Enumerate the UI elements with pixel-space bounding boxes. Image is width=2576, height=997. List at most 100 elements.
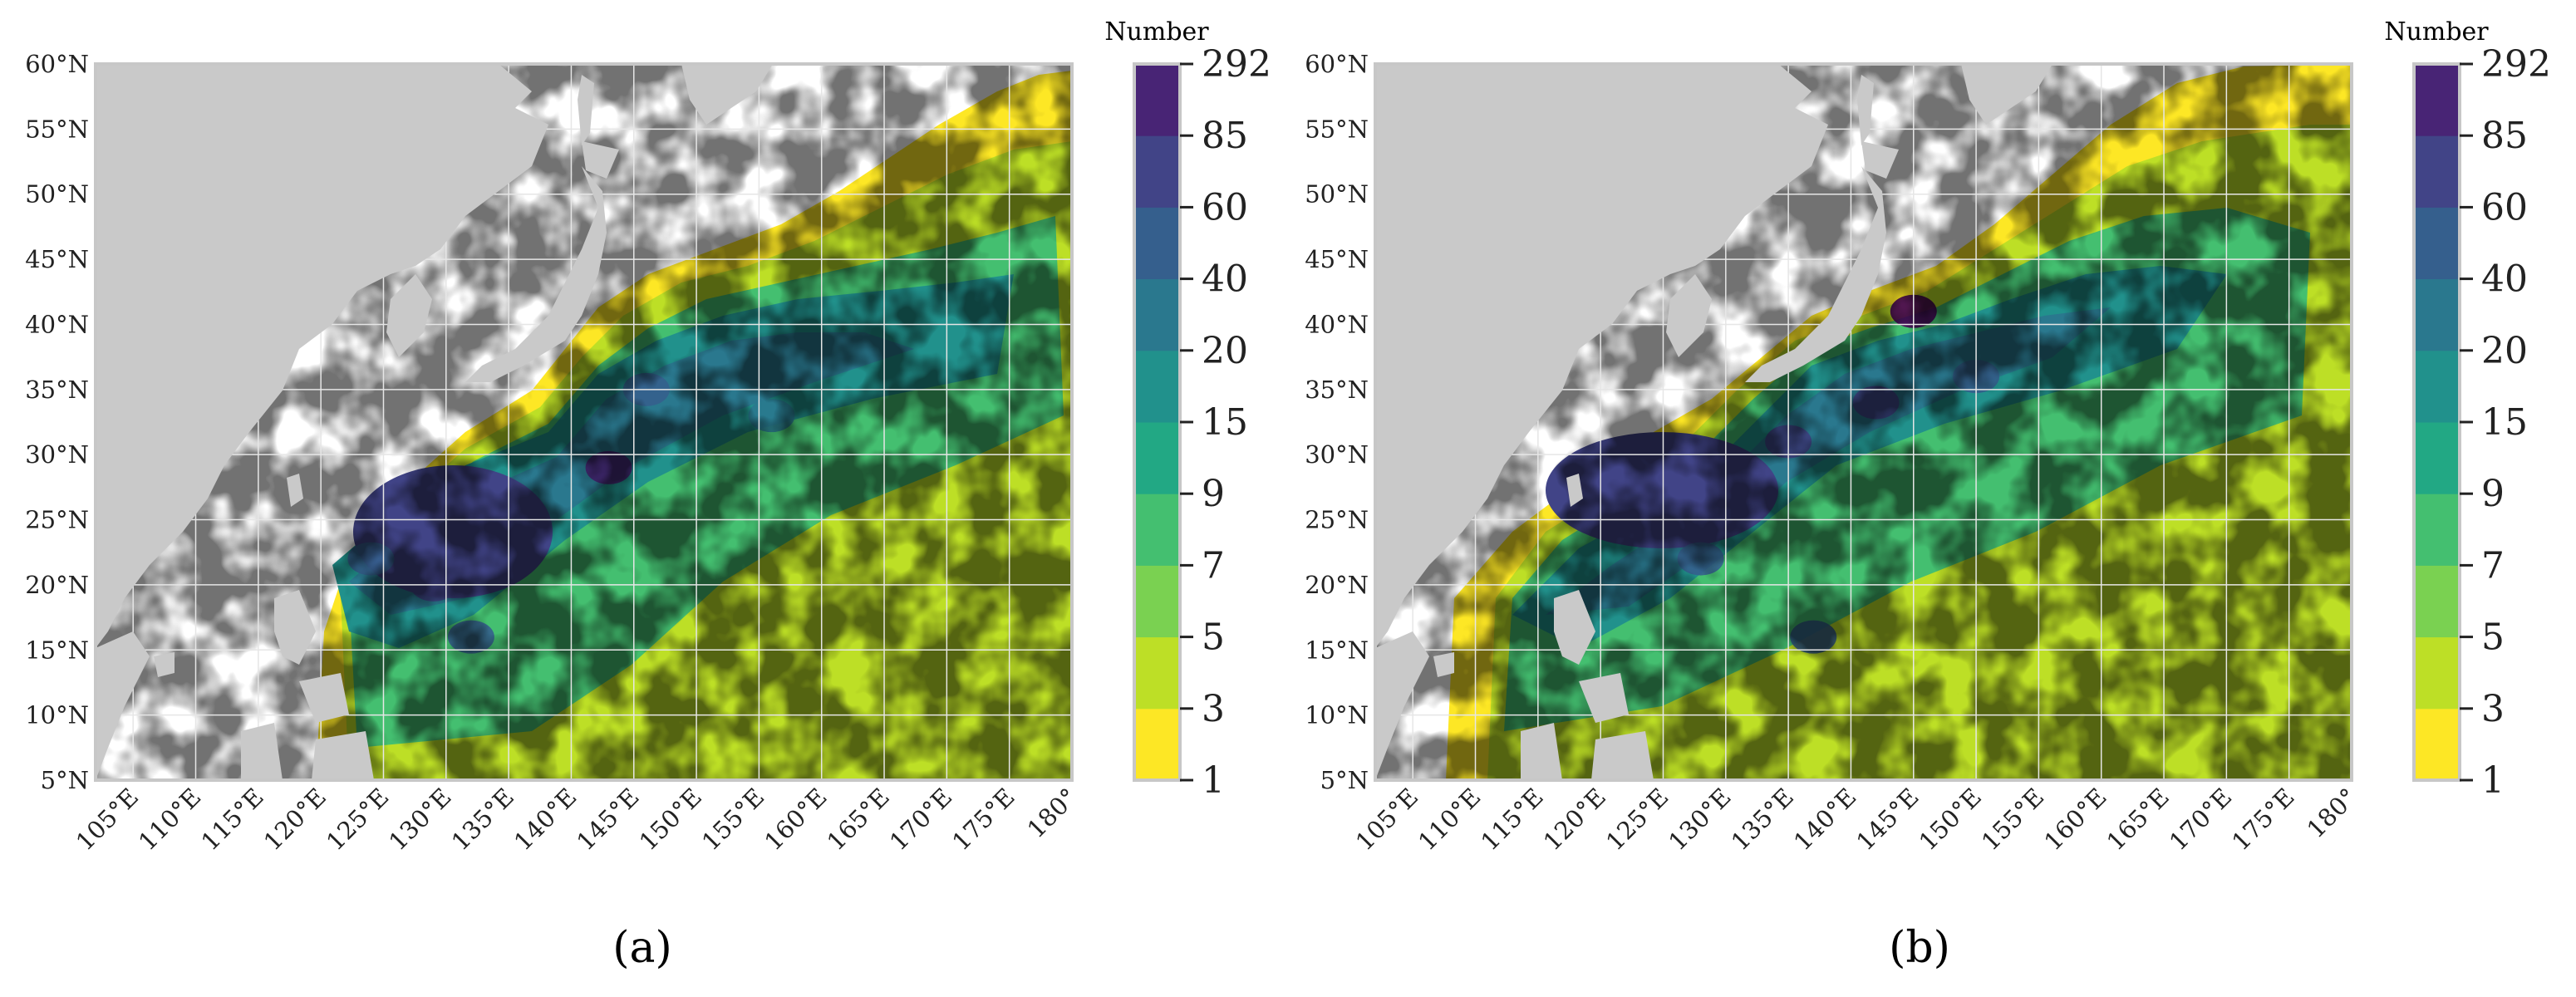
colorbar-segment-1-3 — [2414, 494, 2460, 566]
indochina-a — [96, 631, 150, 780]
hainan-b — [1433, 652, 1454, 677]
kamchatka-b — [1961, 64, 2052, 125]
y-tick-label-b-2: 15°N — [1305, 636, 1369, 664]
colorbar-segment-0-5 — [1134, 350, 1180, 423]
luzon-a — [274, 590, 316, 665]
y-tick-label-a-3: 20°N — [25, 571, 89, 599]
y-tick-label-a-0: 5°N — [41, 766, 89, 794]
borneo-a — [241, 723, 283, 780]
y-tick-label-b-6: 35°N — [1305, 376, 1369, 404]
colorbar-tick-label-0-5: 15 — [1202, 401, 1248, 444]
x-tick-label-a-11: 160°E — [759, 783, 832, 856]
colorbar-tick-label-0-8: 60 — [1202, 186, 1248, 228]
colorbar-segment-0-3 — [1134, 494, 1180, 566]
colorbar-title-b: Number — [2384, 17, 2489, 47]
colorbar-segment-0-6 — [1134, 278, 1180, 351]
y-tick-label-a-6: 35°N — [25, 376, 89, 404]
y-tick-label-a-11: 60°N — [25, 50, 89, 78]
sakhalin-b — [1857, 75, 1874, 145]
y-tick-label-a-5: 30°N — [25, 440, 89, 469]
colorbar-tick-label-1-8: 60 — [2481, 186, 2528, 228]
colorbar-segment-1-6 — [2414, 278, 2460, 351]
x-tick-label-a-9: 150°E — [634, 783, 707, 856]
japan-main-a — [465, 166, 607, 382]
y-tick-label-a-7: 40°N — [25, 310, 89, 338]
y-tick-label-a-10: 55°N — [25, 115, 89, 143]
x-tick-label-a-14: 175°E — [946, 783, 1020, 856]
kamchatka-a — [681, 64, 773, 125]
colorbar-segment-1-5 — [2414, 350, 2460, 423]
land-a — [96, 64, 773, 780]
luzon-b — [1554, 590, 1595, 665]
x-tick-label-b-6: 135°E — [1726, 783, 1799, 856]
colorbar-tick-label-0-6: 20 — [1202, 330, 1248, 372]
colorbar-tick-label-1-3: 7 — [2481, 544, 2505, 587]
x-tick-label-a-2: 115°E — [195, 783, 268, 856]
x-tick-label-a-3: 120°E — [258, 783, 332, 856]
x-tick-label-b-4: 125°E — [1600, 783, 1674, 856]
y-tick-label-a-2: 15°N — [25, 636, 89, 664]
y-tick-label-b-5: 30°N — [1305, 440, 1369, 469]
y-tick-label-b-10: 55°N — [1305, 115, 1369, 143]
visayas-b — [1579, 673, 1629, 723]
colorbar-segment-1-4 — [2414, 422, 2460, 494]
colorbar-tick-label-0-4: 9 — [1202, 473, 1225, 515]
panel-label-a: (a) — [612, 923, 672, 973]
colorbar-tick-label-0-0: 1 — [1202, 759, 1225, 802]
colorbar-segment-1-7 — [2414, 207, 2460, 280]
colorbar-segment-0-9 — [1134, 64, 1180, 136]
map-frame-a — [94, 62, 1074, 782]
x-tick-label-a-7: 140°E — [509, 783, 582, 856]
colorbar-segment-1-0 — [2414, 708, 2460, 781]
colorbar-tick-label-0-2: 5 — [1202, 616, 1225, 659]
colorbar-a: Number 1 3 5 7 9 15 20 40 60 85 292 — [1104, 17, 1271, 802]
y-tick-label-b-8: 45°N — [1305, 245, 1369, 273]
x-tick-label-b-10: 155°E — [1976, 783, 2049, 856]
map-panel-b: 5°N 10°N 15°N 20°N 25°N 30°N 35°N 40°N 45°N 50°N 5… — [1305, 50, 2362, 973]
korea-b — [1666, 274, 1712, 357]
colorbar-segment-0-1 — [1134, 636, 1180, 710]
colorbar-tick-label-1-7: 40 — [2481, 258, 2528, 301]
colorbar-tick-label-1-5: 15 — [2481, 401, 2528, 444]
x-axis-b: 105°E110°E115°E120°E125°E130°E135°E140°E… — [1350, 783, 2362, 856]
y-tick-label-a-1: 10°N — [25, 701, 89, 729]
x-tick-label-a-5: 130°E — [383, 783, 456, 856]
colorbar-segment-1-9 — [2414, 64, 2460, 136]
colorbar-tick-label-1-0: 1 — [2481, 759, 2505, 802]
asia-mainland-b — [1375, 64, 1828, 648]
colorbar-tick-label-1-9: 85 — [2481, 115, 2528, 157]
x-tick-label-b-7: 140°E — [1788, 783, 1861, 856]
x-tick-label-b-9: 150°E — [1914, 783, 1987, 856]
colorbar-segment-0-0 — [1134, 708, 1180, 781]
colorbar-segment-0-8 — [1134, 135, 1180, 208]
colorbar-tick-label-1-4: 9 — [2481, 473, 2505, 515]
x-tick-label-b-5: 130°E — [1663, 783, 1736, 856]
colorbar-title-a: Number — [1104, 17, 1209, 47]
x-tick-label-b-3: 120°E — [1538, 783, 1611, 856]
x-tick-label-b-15: 180° — [2302, 783, 2362, 843]
x-tick-label-b-13: 170°E — [2164, 783, 2237, 856]
hokkaido-a — [582, 141, 619, 179]
korea-a — [386, 274, 432, 357]
colorbar-b: Number 1 3 5 7 9 15 20 40 60 85 292 — [2384, 17, 2551, 802]
mindanao-b — [1591, 731, 1654, 780]
map-panel-a: 5°N 10°N 15°N 20°N 25°N 30°N 35°N 40°N 45°N 50°N 5… — [25, 50, 1083, 973]
y-tick-label-b-4: 25°N — [1305, 506, 1369, 534]
x-tick-label-b-14: 175°E — [2226, 783, 2299, 856]
colorbar-tick-label-0-3: 7 — [1202, 544, 1225, 587]
x-tick-label-a-8: 145°E — [571, 783, 644, 856]
land-b — [1375, 64, 2052, 780]
x-tick-label-a-10: 155°E — [696, 783, 769, 856]
y-tick-label-b-9: 50°N — [1305, 180, 1369, 209]
colorbar-tick-label-1-1: 3 — [2481, 688, 2505, 730]
indochina-b — [1375, 631, 1429, 780]
y-axis-a: 5°N 10°N 15°N 20°N 25°N 30°N 35°N 40°N 45°N 50°N 5… — [25, 50, 89, 794]
colorbar-segment-1-2 — [2414, 565, 2460, 638]
taiwan-b — [1566, 474, 1583, 507]
colorbar-segment-1-8 — [2414, 135, 2460, 208]
borneo-b — [1521, 723, 1562, 780]
hainan-a — [154, 652, 175, 677]
colorbar-tick-label-0-9: 85 — [1202, 115, 1248, 157]
x-tick-label-a-13: 170°E — [884, 783, 957, 856]
y-tick-label-b-0: 5°N — [1320, 766, 1369, 794]
